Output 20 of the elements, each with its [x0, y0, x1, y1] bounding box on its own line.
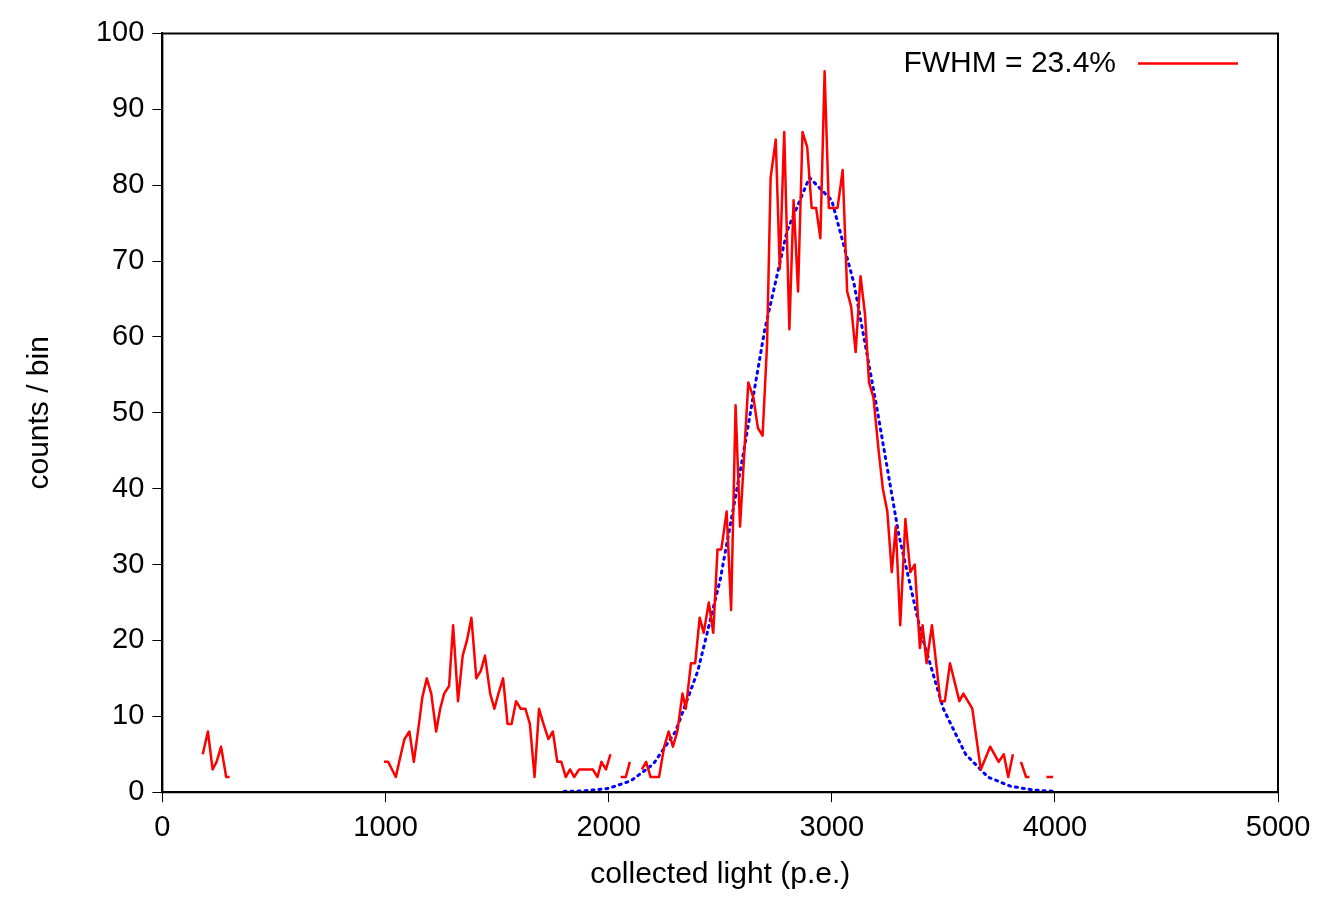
y-tick-label: 80	[112, 167, 145, 200]
y-tick-label: 90	[112, 91, 145, 124]
y-tick-label: 70	[112, 243, 145, 276]
y-tick-label: 0	[128, 774, 145, 807]
legend-label: FWHM = 23.4%	[903, 44, 1116, 78]
y-tick-label: 30	[112, 546, 145, 579]
y-tick-label: 50	[112, 394, 145, 427]
y-tick-label: 40	[112, 470, 145, 503]
x-tick-label: 3000	[799, 809, 865, 842]
x-tick-label: 2000	[576, 809, 641, 842]
x-tick-label: 0	[154, 809, 171, 842]
x-tick-label: 1000	[353, 809, 418, 842]
x-axis-title: collected light (p.e.)	[590, 856, 851, 890]
y-axis-title: counts / bin	[21, 336, 55, 490]
x-tick-label: 4000	[1022, 809, 1088, 842]
y-tick-label: 20	[112, 622, 145, 655]
y-tick-label: 100	[95, 15, 145, 48]
y-tick-label: 10	[112, 698, 145, 731]
y-tick-label: 60	[112, 318, 145, 351]
x-tick-label: 5000	[1245, 809, 1311, 842]
